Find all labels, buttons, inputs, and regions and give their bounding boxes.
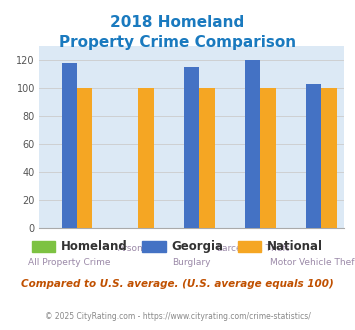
Text: Property Crime Comparison: Property Crime Comparison [59, 35, 296, 50]
Text: All Property Crime: All Property Crime [28, 258, 111, 267]
Bar [245, 60, 261, 228]
Bar [322, 88, 337, 228]
Text: Burglary: Burglary [173, 258, 211, 267]
Text: Larceny & Theft: Larceny & Theft [217, 245, 289, 253]
Bar [261, 88, 275, 228]
Bar [306, 84, 322, 228]
Bar [200, 88, 214, 228]
Text: 2018 Homeland: 2018 Homeland [110, 15, 245, 30]
Bar [184, 67, 200, 228]
Text: Arson: Arson [118, 245, 143, 253]
Bar [138, 88, 153, 228]
Bar [77, 88, 92, 228]
Text: © 2025 CityRating.com - https://www.cityrating.com/crime-statistics/: © 2025 CityRating.com - https://www.city… [45, 312, 310, 321]
Text: Motor Vehicle Theft: Motor Vehicle Theft [270, 258, 355, 267]
Text: Compared to U.S. average. (U.S. average equals 100): Compared to U.S. average. (U.S. average … [21, 279, 334, 289]
Legend: Homeland, Georgia, National: Homeland, Georgia, National [27, 236, 328, 258]
Bar [62, 63, 77, 228]
